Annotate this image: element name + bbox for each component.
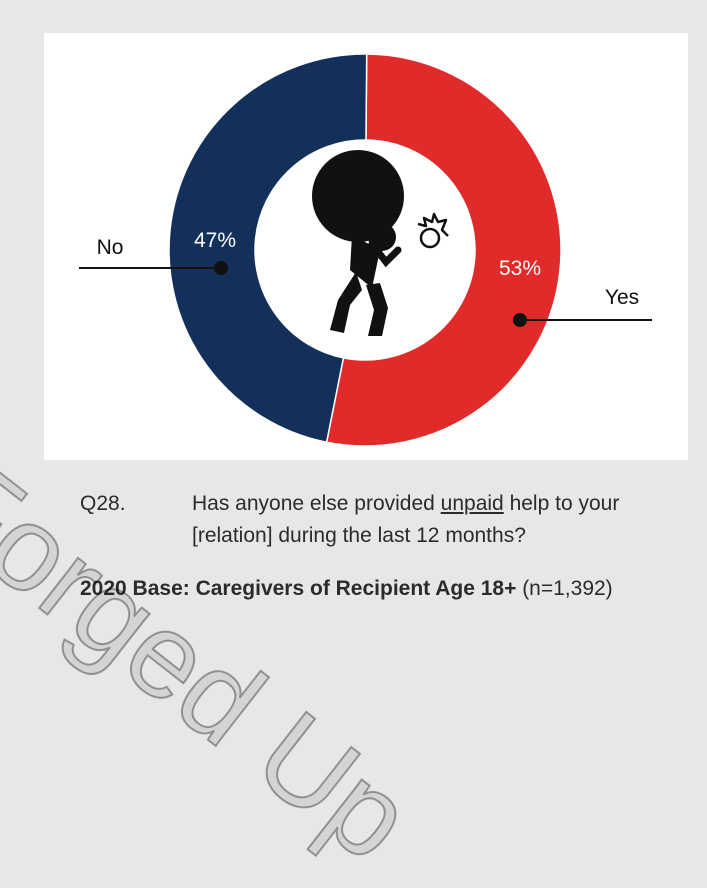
value-label-no: 47% xyxy=(194,229,236,252)
question-text-pre: Has anyone else provided xyxy=(192,492,441,515)
question-number: Q28. xyxy=(80,492,126,515)
slice-yes xyxy=(325,53,562,447)
base-note: 2020 Base: Caregivers of Recipient Age 1… xyxy=(80,577,613,601)
base-note-bold: 2020 Base: Caregivers of Recipient Age 1… xyxy=(80,577,517,600)
question-text-underlined: unpaid xyxy=(440,492,504,515)
question-caption: Q28. Has anyone else provided unpaid hel… xyxy=(80,488,680,552)
question-text-post: help to your [relation] during the last … xyxy=(192,492,620,547)
base-note-n: (n=1,392) xyxy=(516,577,613,600)
category-label-no: No xyxy=(97,236,124,259)
leader-dot-yes xyxy=(513,313,527,327)
slice-no xyxy=(168,53,368,444)
category-label-yes: Yes xyxy=(605,286,639,309)
value-label-yes: 53% xyxy=(499,257,541,280)
leader-dot-no xyxy=(214,261,228,275)
person-carrying-boulder-icon xyxy=(312,150,449,336)
question-text: Has anyone else provided unpaid help to … xyxy=(192,488,680,552)
donut-chart: 53% Yes 47% No xyxy=(79,53,652,447)
